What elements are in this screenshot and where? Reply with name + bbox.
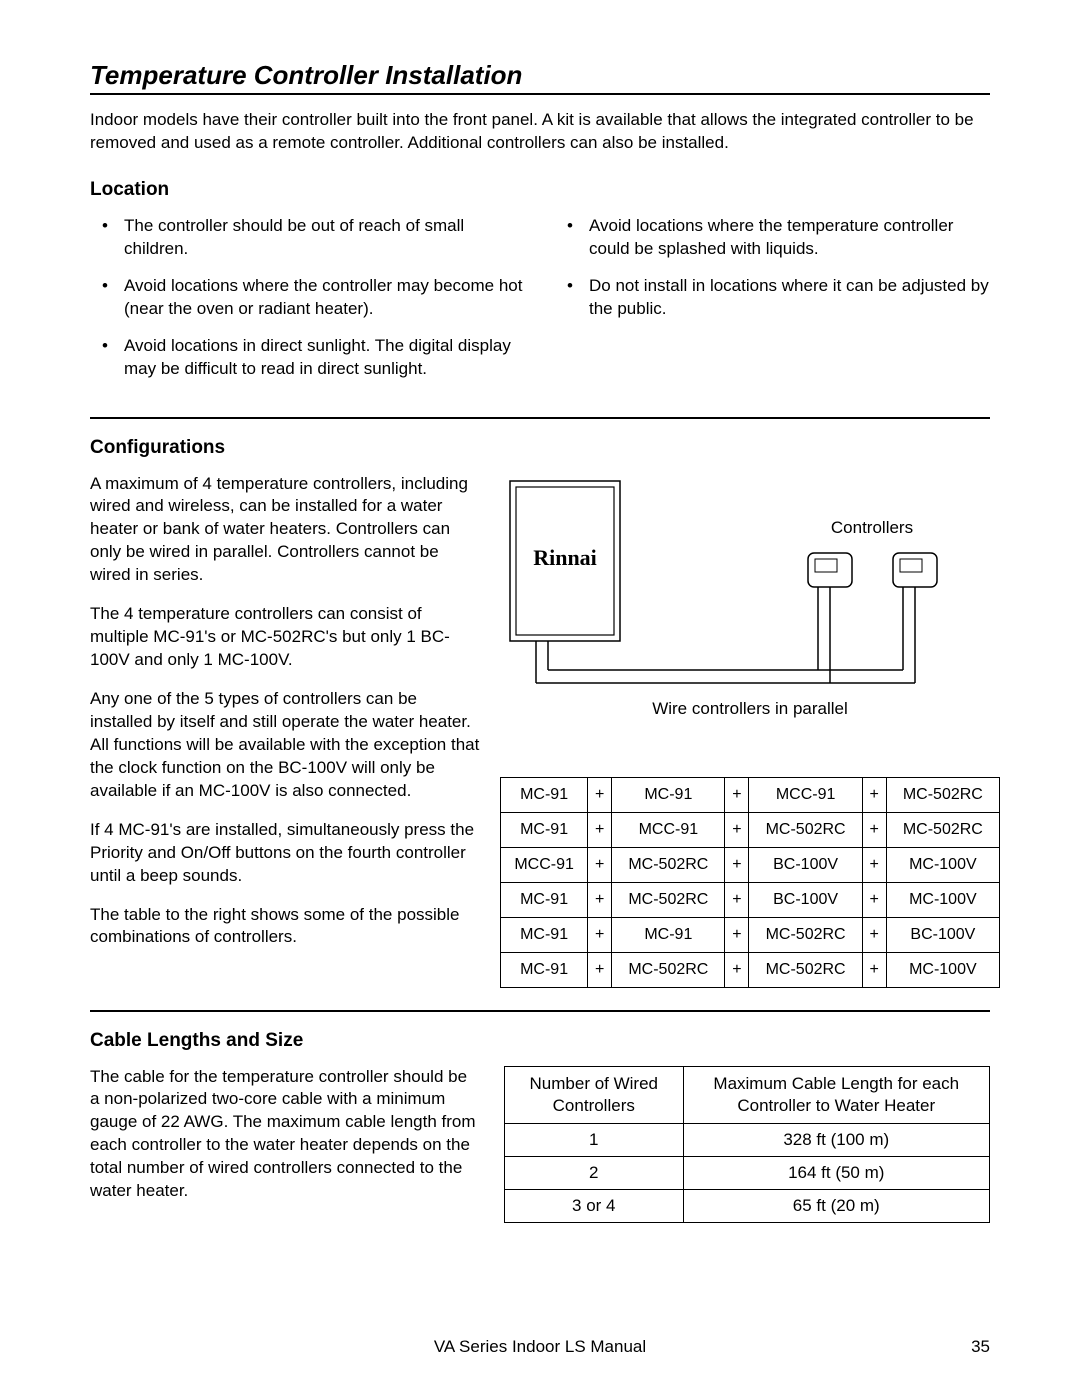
table-row: MC-91+MC-502RC+BC-100V+MC-100V — [501, 882, 1000, 917]
plus-cell: + — [588, 812, 612, 847]
cable-length-table: Number of Wired Controllers Maximum Cabl… — [504, 1066, 990, 1223]
plus-cell: + — [725, 882, 749, 917]
table-cell: 1 — [505, 1123, 684, 1156]
table-cell: MC-502RC — [612, 952, 725, 987]
cable-heading: Cable Lengths and Size — [90, 1030, 990, 1052]
config-para: The table to the right shows some of the… — [90, 904, 480, 950]
table-cell: 65 ft (20 m) — [683, 1189, 989, 1222]
wiring-diagram: Rinnai Controllers Wire co — [500, 473, 1000, 719]
location-bullets-right: Avoid locations where the temperature co… — [555, 215, 990, 321]
table-cell: 2 — [505, 1156, 684, 1189]
table-cell: MC-502RC — [612, 882, 725, 917]
brand-label: Rinnai — [533, 545, 597, 570]
table-cell: MC-502RC — [612, 847, 725, 882]
config-para: A maximum of 4 temperature controllers, … — [90, 473, 480, 588]
plus-cell: + — [588, 917, 612, 952]
location-heading: Location — [90, 179, 990, 201]
list-item: Avoid locations where the controller may… — [90, 275, 525, 321]
diagram-caption: Wire controllers in parallel — [652, 699, 848, 719]
config-para: The 4 temperature controllers can consis… — [90, 603, 480, 672]
table-cell: MCC-91 — [501, 847, 588, 882]
table-cell: MC-91 — [501, 812, 588, 847]
table-cell: MC-502RC — [886, 812, 999, 847]
table-cell: MC-91 — [501, 917, 588, 952]
plus-cell: + — [725, 952, 749, 987]
list-item: The controller should be out of reach of… — [90, 215, 525, 261]
section-divider — [90, 1010, 990, 1012]
configurations-row: A maximum of 4 temperature controllers, … — [90, 473, 990, 988]
table-row: MC-91+MC-502RC+MC-502RC+MC-100V — [501, 952, 1000, 987]
wiring-diagram-svg: Rinnai Controllers — [500, 473, 1000, 693]
table-cell: 164 ft (50 m) — [683, 1156, 989, 1189]
section-divider — [90, 417, 990, 419]
plus-cell: + — [862, 917, 886, 952]
table-cell: MC-91 — [501, 777, 588, 812]
plus-cell: + — [725, 917, 749, 952]
table-cell: MC-91 — [612, 777, 725, 812]
config-para: If 4 MC-91's are installed, simultaneous… — [90, 819, 480, 888]
table-cell: MC-502RC — [749, 917, 862, 952]
table-row: 2164 ft (50 m) — [505, 1156, 990, 1189]
plus-cell: + — [588, 952, 612, 987]
plus-cell: + — [725, 777, 749, 812]
table-row: MC-91+MC-91+MC-502RC+BC-100V — [501, 917, 1000, 952]
plus-cell: + — [862, 777, 886, 812]
plus-cell: + — [725, 847, 749, 882]
cable-table-header: Maximum Cable Length for each Controller… — [683, 1066, 989, 1123]
footer-page-number: 35 — [971, 1337, 990, 1357]
plus-cell: + — [725, 812, 749, 847]
table-row: 3 or 465 ft (20 m) — [505, 1189, 990, 1222]
table-cell: BC-100V — [886, 917, 999, 952]
table-cell: 3 or 4 — [505, 1189, 684, 1222]
location-columns: The controller should be out of reach of… — [90, 215, 990, 395]
controllers-label: Controllers — [831, 518, 913, 537]
controller-combinations-table: MC-91+MC-91+MCC-91+MC-502RCMC-91+MCC-91+… — [500, 777, 1000, 988]
table-cell: MCC-91 — [612, 812, 725, 847]
intro-paragraph: Indoor models have their controller buil… — [90, 109, 990, 155]
plus-cell: + — [862, 882, 886, 917]
table-cell: 328 ft (100 m) — [683, 1123, 989, 1156]
cable-paragraph: The cable for the temperature controller… — [90, 1066, 480, 1204]
table-cell: MC-100V — [886, 847, 999, 882]
list-item: Avoid locations where the temperature co… — [555, 215, 990, 261]
table-cell: MC-502RC — [749, 812, 862, 847]
table-cell: MC-100V — [886, 952, 999, 987]
page-title: Temperature Controller Installation — [90, 60, 990, 95]
config-para: Any one of the 5 types of controllers ca… — [90, 688, 480, 803]
plus-cell: + — [588, 882, 612, 917]
list-item: Avoid locations in direct sunlight. The … — [90, 335, 525, 381]
table-cell: MC-100V — [886, 882, 999, 917]
plus-cell: + — [862, 812, 886, 847]
table-cell: MC-91 — [612, 917, 725, 952]
page-footer: VA Series Indoor LS Manual 35 — [90, 1337, 990, 1357]
table-row: MCC-91+MC-502RC+BC-100V+MC-100V — [501, 847, 1000, 882]
table-row: MC-91+MCC-91+MC-502RC+MC-502RC — [501, 812, 1000, 847]
table-cell: BC-100V — [749, 847, 862, 882]
configurations-text: A maximum of 4 temperature controllers, … — [90, 473, 480, 988]
table-cell: MC-91 — [501, 952, 588, 987]
plus-cell: + — [862, 847, 886, 882]
location-bullets-left: The controller should be out of reach of… — [90, 215, 525, 381]
plus-cell: + — [588, 847, 612, 882]
table-cell: MC-502RC — [749, 952, 862, 987]
cable-row: The cable for the temperature controller… — [90, 1066, 990, 1223]
table-cell: MC-91 — [501, 882, 588, 917]
list-item: Do not install in locations where it can… — [555, 275, 990, 321]
table-row: 1328 ft (100 m) — [505, 1123, 990, 1156]
table-row: MC-91+MC-91+MCC-91+MC-502RC — [501, 777, 1000, 812]
table-cell: MC-502RC — [886, 777, 999, 812]
table-cell: MCC-91 — [749, 777, 862, 812]
cable-table-header: Number of Wired Controllers — [505, 1066, 684, 1123]
footer-doc-title: VA Series Indoor LS Manual — [434, 1337, 646, 1357]
plus-cell: + — [862, 952, 886, 987]
configurations-heading: Configurations — [90, 437, 990, 459]
table-cell: BC-100V — [749, 882, 862, 917]
plus-cell: + — [588, 777, 612, 812]
